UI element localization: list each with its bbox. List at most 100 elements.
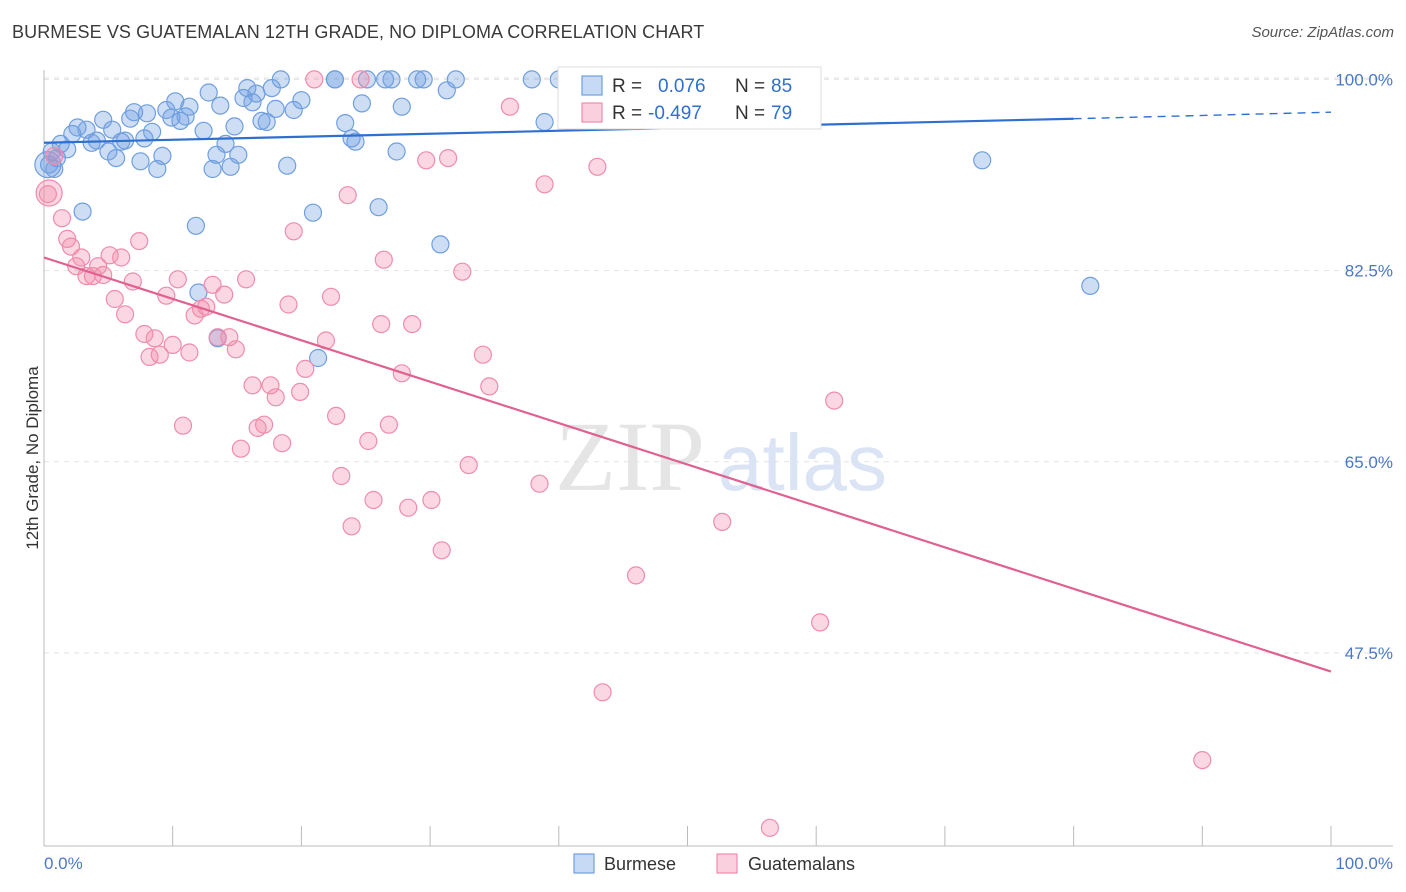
legend-swatch-guatemalans	[581, 102, 603, 123]
burmese-point	[199, 83, 218, 102]
burmese-point	[369, 198, 388, 217]
guatemalan-point	[453, 262, 472, 281]
burmese-point	[180, 97, 199, 116]
guatemalan-point	[374, 250, 393, 269]
legend-swatch-burmese	[581, 75, 603, 96]
guatemalan-point	[296, 359, 315, 378]
legend-r-value-1: 0.076	[658, 76, 706, 97]
burmese-point	[271, 70, 290, 89]
guatemalan-point	[94, 265, 113, 285]
guatemalan-point	[332, 466, 351, 486]
chart-title: BURMESE VS GUATEMALAN 12TH GRADE, NO DIP…	[12, 22, 705, 42]
guatemalan-point	[173, 416, 193, 435]
guatemalan-trend-line	[43, 256, 1332, 673]
bottom-legend-burmese: Burmese	[604, 854, 676, 874]
y-axis-title: 12th Grade, No Diploma	[23, 366, 42, 550]
x-tick-label-min: 0.0%	[44, 854, 83, 873]
guatemalan-point	[279, 295, 298, 314]
guatemalan-point	[321, 287, 341, 306]
guatemalan-point	[422, 490, 441, 510]
burmese-point	[229, 145, 248, 164]
burmese-point	[1081, 276, 1100, 295]
burmese-point	[225, 117, 244, 136]
guatemalan-point	[130, 232, 149, 251]
guatemalan-point	[226, 340, 245, 359]
guatemalan-point	[105, 289, 124, 309]
burmese-point	[94, 110, 113, 129]
burmese-point	[106, 149, 126, 168]
burmese-point	[309, 348, 328, 368]
burmese-point	[973, 151, 992, 170]
series-guatemalans	[35, 70, 1212, 837]
guatemalan-point	[115, 305, 135, 324]
burmese-point	[194, 121, 213, 140]
guatemalan-point	[273, 434, 292, 453]
guatemalan-point	[327, 406, 346, 425]
guatemalan-point	[593, 683, 612, 702]
guatemalan-point	[135, 324, 154, 344]
watermark-atlas: atlas	[718, 418, 887, 507]
legend-n-label-2: N =	[735, 103, 765, 124]
burmese-point	[522, 70, 541, 89]
burmese-point	[203, 159, 222, 179]
guatemalan-point	[145, 329, 164, 348]
guatemalan-point	[168, 270, 187, 289]
bottom-legend-swatch-burmese	[573, 853, 595, 874]
guatemalan-point	[112, 248, 131, 267]
burmese-point	[247, 84, 266, 103]
bottom-legend-swatch-guatemalans	[716, 853, 738, 874]
axes	[43, 70, 1393, 847]
guatemalan-point	[760, 818, 780, 837]
y-tick-labels: 47.5% 65.0% 82.5% 100.0%	[1335, 70, 1393, 663]
bottom-legend: Burmese Guatemalans	[573, 853, 855, 874]
guatemalan-point	[243, 376, 262, 395]
source-label: Source: ZipAtlas.com	[1251, 24, 1394, 41]
gridlines	[44, 77, 1393, 654]
guatemalan-point	[72, 248, 91, 267]
guatemalan-point	[825, 391, 844, 410]
burmese-point	[387, 142, 406, 161]
guatemalan-point	[255, 415, 274, 434]
burmese-point	[34, 151, 62, 179]
guatemalan-point	[588, 157, 607, 176]
legend-r-label-2: R =	[612, 103, 642, 124]
bottom-legend-guatemalans: Guatemalans	[748, 854, 855, 874]
burmese-point	[292, 91, 311, 110]
y-tick-label: 82.5%	[1345, 262, 1393, 281]
burmese-point	[238, 78, 257, 98]
burmese-point	[325, 70, 344, 89]
legend-r-label-1: R =	[612, 76, 642, 97]
burmese-point	[303, 203, 323, 222]
guatemalan-point	[535, 175, 554, 194]
burmese-point	[352, 94, 371, 113]
burmese-point	[125, 103, 144, 122]
burmese-point	[414, 70, 433, 89]
trend-lines	[43, 111, 1332, 673]
burmese-point	[376, 70, 395, 89]
burmese-point	[446, 70, 465, 89]
burmese-point	[266, 99, 285, 119]
guatemalan-point	[52, 209, 72, 228]
guatemalan-point	[403, 315, 422, 334]
guatemalan-point	[203, 275, 222, 294]
guatemalan-point	[351, 70, 370, 89]
burmese-point	[392, 97, 411, 116]
burmese-point	[431, 235, 450, 254]
burmese-point	[535, 112, 554, 132]
burmese-point	[176, 107, 195, 126]
y-tick-label: 47.5%	[1345, 644, 1393, 663]
guatemalan-point	[150, 345, 169, 364]
burmese-point	[346, 132, 365, 151]
guatemalan-point	[100, 246, 119, 265]
guatemalan-point	[530, 474, 549, 493]
burmese-point	[131, 152, 150, 171]
burmese-point	[357, 70, 377, 89]
guatemalan-point	[342, 517, 361, 536]
burmese-point	[278, 156, 297, 175]
guatemalan-point	[810, 613, 830, 632]
legend: R = 0.076 N = 85 R = -0.497 N = 79	[557, 66, 822, 130]
guatemalan-point	[379, 415, 398, 434]
guatemalan-point	[713, 512, 732, 532]
guatemalan-point	[480, 377, 499, 396]
